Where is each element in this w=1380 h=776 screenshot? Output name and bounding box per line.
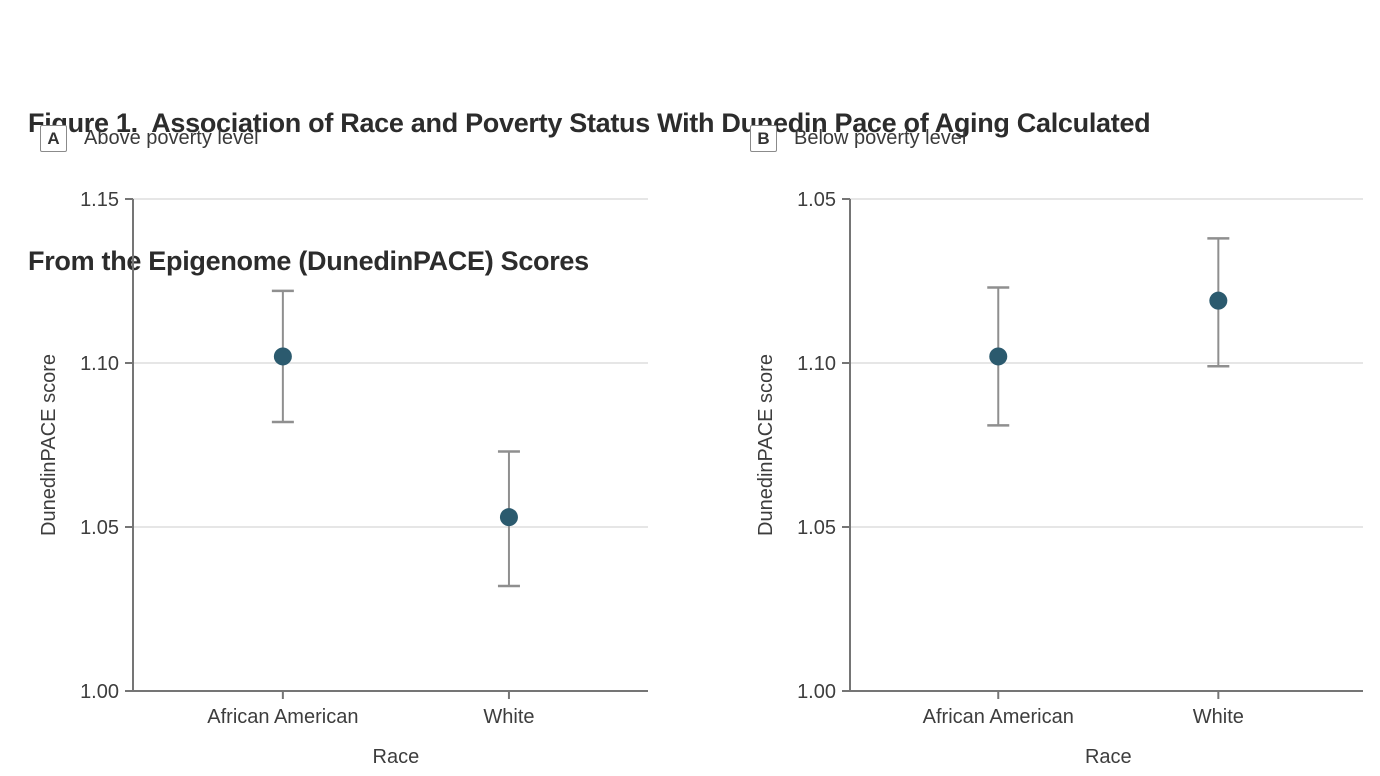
x-category-label: White (1193, 706, 1244, 728)
panel-a-header: A Above poverty level (40, 125, 259, 152)
y-tick-label: 1.10 (797, 353, 836, 375)
y-tick-label: 1.05 (797, 189, 836, 211)
panel-b-marker: B (750, 125, 777, 152)
x-axis-title: Race (1085, 746, 1132, 768)
y-tick-label: 1.05 (80, 517, 119, 539)
data-point (499, 508, 518, 527)
y-tick-label: 1.00 (80, 681, 119, 703)
data-point (1209, 291, 1228, 310)
x-category-label: White (483, 706, 534, 728)
panel-a-marker: A (40, 125, 67, 152)
panel-b-header: B Below poverty level (750, 125, 966, 152)
x-category-label: African American (207, 706, 358, 728)
panel-a-title: Above poverty level (84, 127, 259, 149)
y-tick-label: 1.00 (797, 681, 836, 703)
data-point (989, 347, 1008, 366)
y-axis-title: DunedinPACE score (38, 354, 60, 536)
y-tick-label: 1.10 (80, 353, 119, 375)
figure-title: Figure 1. Association of Race and Povert… (28, 8, 1151, 376)
y-tick-label: 1.05 (797, 517, 836, 539)
y-axis-title: DunedinPACE score (755, 354, 777, 536)
x-axis-title: Race (373, 746, 420, 768)
data-point (273, 347, 292, 366)
x-category-label: African American (923, 706, 1074, 728)
panel-b-title: Below poverty level (794, 127, 967, 149)
y-tick-label: 1.15 (80, 189, 119, 211)
figure-title-line1: Figure 1. Association of Race and Povert… (28, 108, 1151, 138)
figure-title-line2: From the Epigenome (DunedinPACE) Scores (28, 246, 589, 276)
